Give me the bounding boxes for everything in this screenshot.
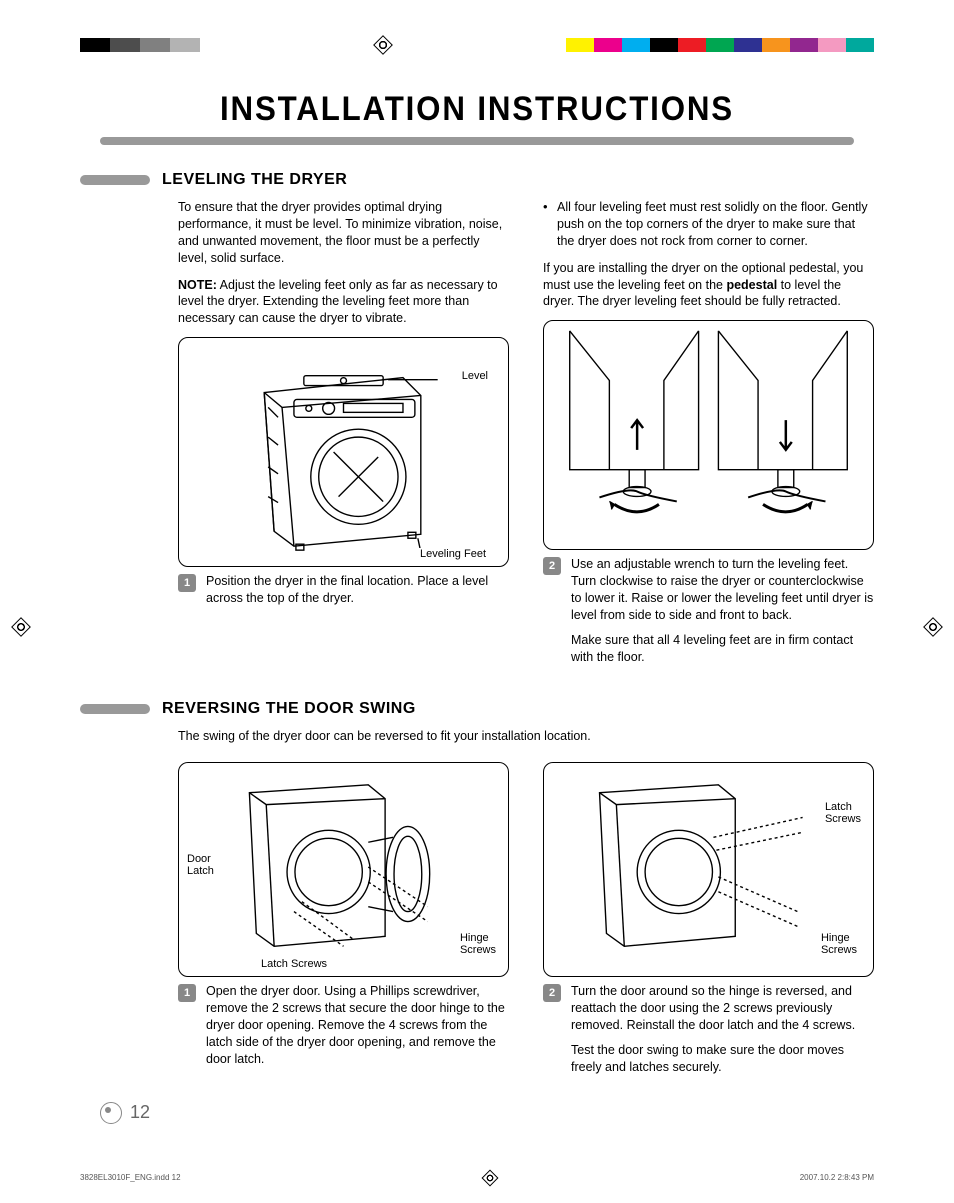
bullet-text: All four leveling feet must rest solidly… [557,199,874,250]
step-text: Use an adjustable wrench to turn the lev… [571,556,874,673]
step-text-1: Turn the door around so the hinge is rev… [571,983,874,1034]
s1-left-p1: To ensure that the dryer provides optima… [178,199,509,267]
reg-swatch [566,38,594,52]
title-underline [100,137,854,145]
registration-swatches-right [566,38,874,52]
leveling-feet-illustration [544,321,873,549]
step-text-2: Make sure that all 4 leveling feet are i… [571,632,874,666]
slug-right: 2007.10.2 2:8:43 PM [800,1173,874,1182]
reg-swatch [706,38,734,52]
fig-label-latch-screws: Latch Screws [259,958,329,970]
section-pill [80,175,150,185]
registration-mark-bottom [482,1169,499,1186]
reg-swatch [594,38,622,52]
page: INSTALLATION INSTRUCTIONS LEVELING THE D… [0,0,954,1164]
figure-door-swing-2: Latch Screws Hinge Screws [543,762,874,977]
fig-label-hinge-screws: Hinge Screws [819,932,859,956]
section2-left-col: Door Latch Latch Screws Hinge Screws 1 O… [178,754,509,1083]
step-text: Turn the door around so the hinge is rev… [571,983,874,1083]
s1-right-step: 2 Use an adjustable wrench to turn the l… [543,556,874,673]
slug-left: 3828EL3010F_ENG.indd 12 [80,1173,181,1182]
reg-swatch [622,38,650,52]
reg-swatch [678,38,706,52]
reg-swatch [110,38,140,52]
section2-right-col: Latch Screws Hinge Screws 2 Turn the doo… [543,754,874,1083]
bullet-dot: • [543,199,557,260]
note-text: Adjust the leveling feet only as far as … [178,278,498,326]
step-text-2: Test the door swing to make sure the doo… [571,1042,874,1076]
p2-bold: pedestal [726,278,777,292]
registration-bars [80,20,874,60]
reg-swatch [734,38,762,52]
reg-swatch [818,38,846,52]
note-label: NOTE: [178,278,217,292]
page-number: 12 [130,1102,150,1123]
section1-right-col: • All four leveling feet must rest solid… [543,199,874,674]
fig-label-feet: Leveling Feet [418,548,488,560]
fig-label-level: Level [460,370,490,382]
step-badge: 1 [178,984,196,1002]
reg-swatch [762,38,790,52]
reg-swatch [790,38,818,52]
section-header-reversing: REVERSING THE DOOR SWING [80,700,874,718]
reg-swatch [170,38,200,52]
page-title: INSTALLATION INSTRUCTIONS [112,90,842,129]
reg-swatch [140,38,170,52]
fig-label-hinge-screws: Hinge Screws [458,932,498,956]
step-text: Position the dryer in the final location… [206,573,509,607]
step-badge: 1 [178,574,196,592]
section-title: LEVELING THE DRYER [162,171,347,189]
figure-dryer-level: Level Leveling Feet [178,337,509,567]
page-footer: 12 [100,1102,874,1124]
section-title: REVERSING THE DOOR SWING [162,700,416,718]
reg-swatch [650,38,678,52]
section1-left-col: To ensure that the dryer provides optima… [178,199,509,674]
step-badge: 2 [543,557,561,575]
s1-left-note: NOTE: Adjust the leveling feet only as f… [178,277,509,328]
s1-right-bullet: • All four leveling feet must rest solid… [543,199,874,260]
s1-right-p2: If you are installing the dryer on the o… [543,260,874,311]
s2-intro: The swing of the dryer door can be rever… [178,728,874,745]
registration-mark-top [373,35,393,55]
figure-leveling-feet [543,320,874,550]
step-badge: 2 [543,984,561,1002]
section-header-leveling: LEVELING THE DRYER [80,171,874,189]
lg-logo-icon [100,1102,122,1124]
step-text-1: Use an adjustable wrench to turn the lev… [571,556,874,624]
section-pill [80,704,150,714]
step-text: Open the dryer door. Using a Phillips sc… [206,983,509,1067]
registration-swatches-left [80,38,200,52]
dryer-level-illustration [179,338,508,566]
figure-door-swing-1: Door Latch Latch Screws Hinge Screws [178,762,509,977]
fig-label-latch-screws: Latch Screws [823,801,863,825]
section1-columns: To ensure that the dryer provides optima… [178,199,874,674]
print-slug: 3828EL3010F_ENG.indd 12 2007.10.2 2:8:43… [0,1164,954,1198]
reg-swatch [846,38,874,52]
reg-swatch [80,38,110,52]
s1-left-step: 1 Position the dryer in the final locati… [178,573,509,607]
fig-label-door-latch: Door Latch [185,853,216,877]
s2-right-step: 2 Turn the door around so the hinge is r… [543,983,874,1083]
section2-columns: Door Latch Latch Screws Hinge Screws 1 O… [178,754,874,1083]
s2-left-step: 1 Open the dryer door. Using a Phillips … [178,983,509,1067]
